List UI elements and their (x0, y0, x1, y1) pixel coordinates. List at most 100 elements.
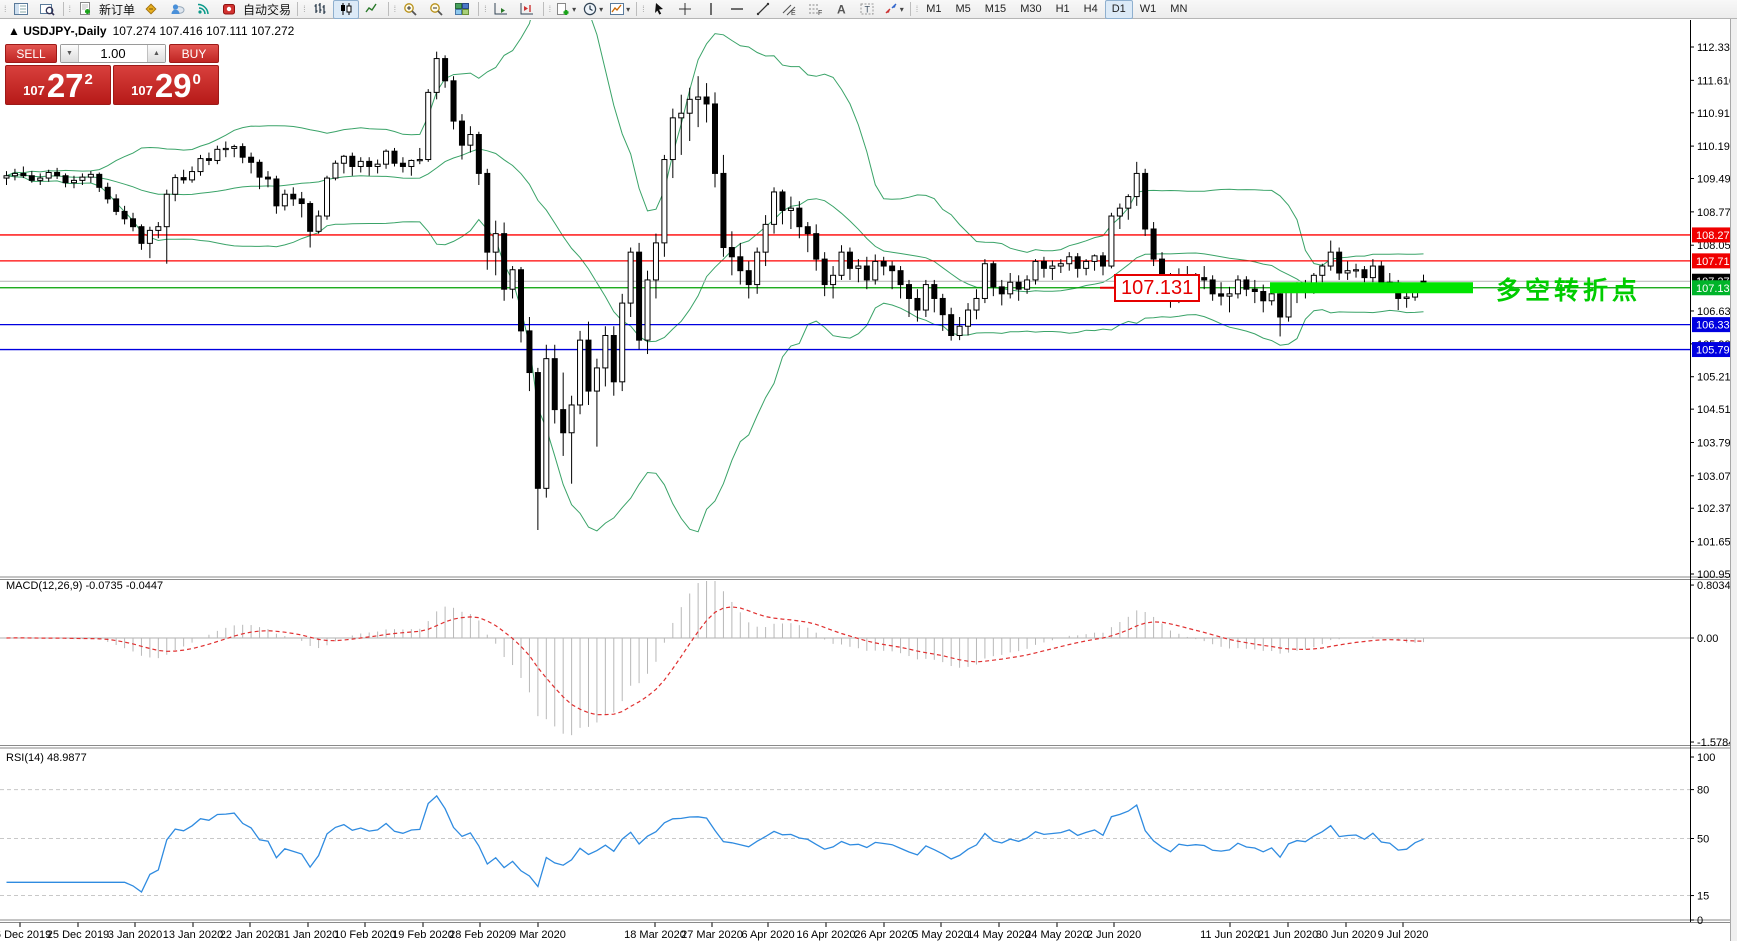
date-label[interactable]: 9 Jul 2020 (1378, 929, 1429, 941)
date-label[interactable]: 26 Apr 2020 (854, 929, 913, 941)
toolbar-chart-shift-button[interactable] (514, 0, 540, 19)
toolbar-profiles-button[interactable] (34, 0, 60, 19)
date-label[interactable]: 11 Jun 2020 (1200, 929, 1260, 941)
bear-candle (501, 233, 508, 290)
toolbar-fibonacci-button[interactable]: F (802, 0, 828, 19)
date-label[interactable]: 2 Jun 2020 (1087, 929, 1141, 941)
toolbar-auto-scroll-button[interactable] (488, 0, 514, 19)
pivot-price-tag: 107.131 (1114, 274, 1201, 302)
volume-increase-button[interactable]: ▲ (147, 45, 165, 62)
toolbar-signals-button[interactable] (190, 0, 216, 19)
toolbar-text-button[interactable]: A (828, 0, 854, 19)
toolbar-equidistant-channel-button[interactable]: E (776, 0, 802, 19)
date-label[interactable]: 21 Jun 2020 (1258, 929, 1319, 941)
toolbar-drag-handle[interactable]: ⁞ (4, 3, 6, 14)
rsi-line (6, 794, 1424, 893)
toolbar-bar-chart-button[interactable] (307, 0, 333, 19)
toolbar-timeframe-h1-button[interactable]: H1 (1049, 0, 1077, 19)
timeframe-label: M1 (926, 3, 942, 15)
dropdown-arrow-icon[interactable]: ▾ (599, 4, 604, 14)
dropdown-arrow-icon[interactable]: ▾ (899, 4, 904, 14)
toolbar-timeframe-m1-button[interactable]: M1 (919, 0, 948, 19)
date-label[interactable]: 9 Mar 2020 (510, 929, 566, 941)
bull-candle (838, 251, 845, 276)
toolbar-timeframe-h4-button[interactable]: H4 (1077, 0, 1105, 19)
toolbar-timeframe-mn-button[interactable]: MN (1163, 0, 1194, 19)
toolbar-periods-button[interactable]: ▾ (579, 0, 606, 19)
toolbar-drag-handle[interactable]: ⁞ (303, 3, 305, 14)
toolbar-templates-button[interactable]: ▾ (606, 0, 633, 19)
bear-candle (391, 150, 398, 164)
toolbar-trendline-button[interactable] (750, 0, 776, 19)
toolbar-zoom-in-button[interactable] (397, 0, 423, 19)
toolbar-new-chart-button[interactable] (8, 0, 34, 19)
toolbar-community-button[interactable] (164, 0, 190, 19)
buy-button[interactable]: BUY (169, 44, 219, 63)
dropdown-arrow-icon[interactable]: ▾ (626, 4, 631, 14)
toolbar-timeframe-m30-button[interactable]: M30 (1013, 0, 1048, 19)
toolbar-text-label-button[interactable]: T (854, 0, 880, 19)
date-label[interactable]: 24 May 2020 (1025, 929, 1089, 941)
toolbar-crosshair-button[interactable] (672, 0, 698, 19)
bull-candle (509, 269, 516, 290)
date-label[interactable]: 31 Jan 2020 (278, 929, 339, 941)
toolbar-button-label[interactable]: 自动交易 (243, 2, 292, 17)
toolbar-drag-handle[interactable]: ⁞ (915, 3, 918, 14)
toolbar-cursor-button[interactable] (646, 0, 672, 19)
bull-candle (1032, 260, 1039, 281)
toolbar-line-chart-button[interactable] (359, 0, 385, 19)
date-label[interactable]: 16 Apr 2020 (796, 929, 855, 941)
toolbar-vertical-line-button[interactable] (698, 0, 724, 19)
volume-decrease-button[interactable]: ▼ (61, 45, 79, 62)
date-label[interactable]: 30 Jun 2020 (1316, 929, 1377, 941)
bear-candle (1201, 277, 1208, 281)
collapse-arrow-icon[interactable]: ▲ (8, 24, 20, 38)
toolbar-horizontal-line-button[interactable] (724, 0, 750, 19)
date-label[interactable]: 22 Jan 2020 (220, 929, 281, 941)
toolbar-button-label[interactable]: 新订单 (99, 2, 136, 17)
date-label[interactable]: 14 May 2020 (967, 929, 1031, 941)
date-label[interactable]: 3 Jan 2020 (108, 929, 162, 941)
date-label[interactable]: 10 Feb 2020 (334, 929, 396, 941)
date-label[interactable]: 25 Dec 2019 (47, 929, 109, 941)
bull-candle (340, 155, 347, 164)
toolbar-arrows-button[interactable]: ▾ (880, 0, 907, 19)
buy-price-button[interactable]: 107 29 0 (113, 65, 219, 105)
toolbar-drag-handle[interactable]: ⁞ (393, 3, 396, 14)
date-label[interactable]: 18 Mar 2020 (624, 929, 686, 941)
toolbar-zoom-out-button[interactable] (423, 0, 449, 19)
toolbar-indicators-button[interactable]: ▾ (552, 0, 579, 19)
toolbar-drag-handle[interactable]: ⁞ (548, 3, 551, 14)
toolbar-autotrading-button[interactable] (216, 0, 242, 19)
toolbar-tile-windows-button[interactable] (449, 0, 475, 19)
price-tick-label: 109.490 (1697, 174, 1737, 186)
date-label[interactable]: 19 Feb 2020 (392, 929, 454, 941)
toolbar-metaeditor-button[interactable] (138, 0, 164, 19)
date-label[interactable]: 13 Jan 2020 (163, 929, 224, 941)
bear-candle (813, 233, 820, 260)
bear-candle (180, 177, 187, 181)
dropdown-arrow-icon[interactable]: ▾ (572, 4, 577, 14)
bear-candle (1074, 256, 1081, 269)
date-label[interactable]: 28 Feb 2020 (449, 929, 511, 941)
candlestick-series (3, 51, 1427, 531)
sell-price-button[interactable]: 107 27 2 (5, 65, 111, 105)
date-label[interactable]: 16 Dec 2019 (0, 929, 51, 941)
bull-candle (1007, 281, 1014, 295)
toolbar-drag-handle[interactable]: ⁞ (68, 3, 71, 14)
toolbar-candlestick-button[interactable] (332, 0, 359, 19)
date-label[interactable]: 27 Mar 2020 (681, 929, 743, 941)
bull-candle (433, 58, 440, 93)
volume-value[interactable]: 1.00 (100, 46, 126, 61)
date-label[interactable]: 6 Apr 2020 (741, 929, 794, 941)
toolbar-timeframe-m5-button[interactable]: M5 (949, 0, 978, 19)
toolbar-timeframe-d1-button[interactable]: D1 (1104, 0, 1133, 19)
sell-button[interactable]: SELL (5, 44, 57, 63)
toolbar-drag-handle[interactable]: ⁞ (642, 3, 644, 14)
toolbar-timeframe-m15-button[interactable]: M15 (978, 0, 1013, 19)
toolbar-new-order-button[interactable] (72, 0, 98, 19)
toolbar-drag-handle[interactable]: ⁞ (484, 3, 486, 14)
date-label[interactable]: 5 May 2020 (912, 929, 969, 941)
toolbar-timeframe-w1-button[interactable]: W1 (1133, 0, 1164, 19)
